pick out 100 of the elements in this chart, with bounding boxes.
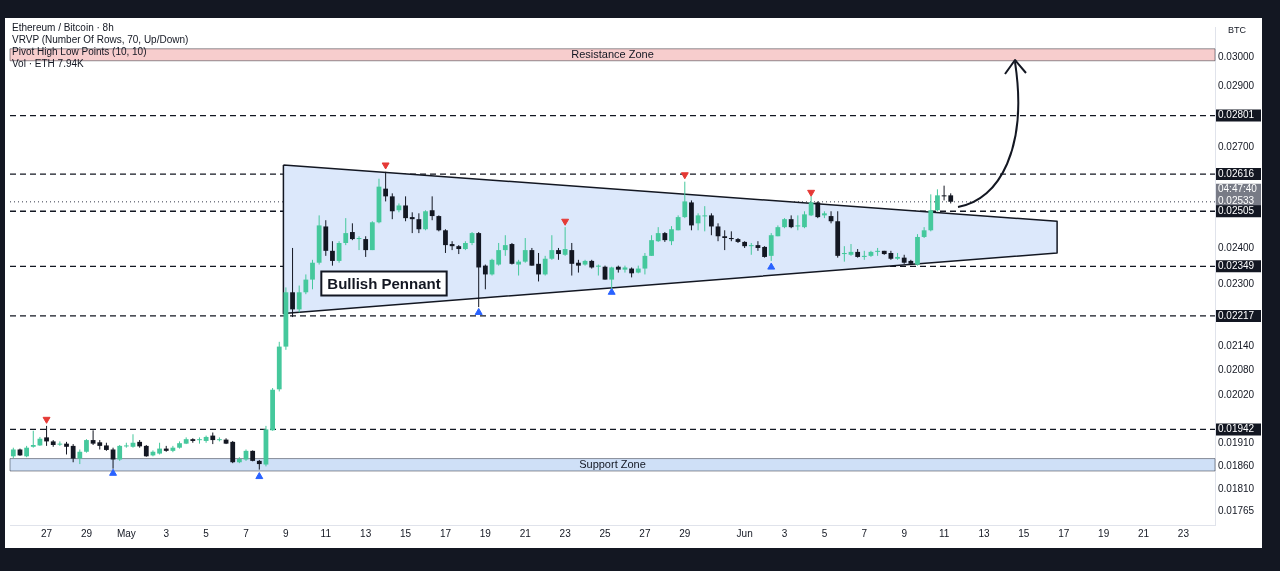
candlestick bbox=[423, 209, 428, 231]
candlestick bbox=[363, 235, 369, 258]
x-tick-label: 9 bbox=[901, 527, 908, 539]
x-tick-label: 17 bbox=[439, 527, 452, 539]
x-tick-label: 21 bbox=[519, 527, 532, 539]
candlestick bbox=[310, 259, 315, 290]
candlestick bbox=[795, 214, 801, 231]
candlestick bbox=[296, 285, 302, 313]
x-tick-label: 7 bbox=[861, 527, 868, 539]
candlestick bbox=[569, 242, 575, 277]
y-axis-title: BTC bbox=[1228, 25, 1247, 36]
candlestick bbox=[443, 228, 448, 254]
x-tick-label: 19 bbox=[1098, 527, 1110, 539]
candlestick bbox=[562, 226, 568, 257]
candlestick bbox=[449, 240, 455, 251]
x-tick-label: 27 bbox=[639, 527, 651, 539]
candlestick bbox=[728, 230, 734, 242]
candlestick bbox=[330, 240, 335, 267]
candlestick bbox=[522, 237, 528, 264]
x-tick-label: 9 bbox=[283, 527, 290, 539]
x-tick-label: 11 bbox=[320, 527, 332, 539]
candlestick bbox=[928, 193, 934, 232]
x-tick-label: 29 bbox=[80, 527, 93, 539]
candlestick bbox=[682, 181, 688, 219]
x-tick-label: 13 bbox=[360, 527, 372, 539]
ref-line-label: 0.02349 bbox=[1218, 260, 1255, 272]
x-tick-label: 25 bbox=[599, 527, 612, 539]
candlestick bbox=[303, 273, 309, 295]
candlestick bbox=[416, 212, 422, 234]
y-tick-label: 0.02020 bbox=[1218, 389, 1255, 401]
y-tick-label: 0.01910 bbox=[1218, 437, 1255, 449]
x-tick-label: 27 bbox=[41, 527, 53, 539]
candlestick bbox=[230, 440, 236, 464]
candlestick bbox=[409, 211, 415, 234]
y-tick-label: 0.03000 bbox=[1218, 50, 1255, 62]
x-tick-label: May bbox=[116, 527, 136, 539]
ref-line-label: 0.02505 bbox=[1218, 205, 1255, 217]
x-tick-label: 23 bbox=[1177, 527, 1190, 539]
x-tick-label: 13 bbox=[978, 527, 990, 539]
candlestick bbox=[482, 264, 488, 290]
candlestick bbox=[702, 205, 708, 232]
annotation: Vol · ETH 7.94K bbox=[12, 57, 85, 69]
candlestick bbox=[841, 245, 847, 263]
candlestick bbox=[70, 443, 76, 463]
x-tick-label: 3 bbox=[163, 527, 170, 539]
candlestick bbox=[403, 195, 408, 222]
y-tick-label: 0.02140 bbox=[1218, 339, 1255, 351]
chart-title: Ethereum / Bitcoin · 8h bbox=[12, 21, 114, 33]
x-tick-label: 23 bbox=[559, 527, 572, 539]
candlestick bbox=[57, 440, 63, 447]
candlestick bbox=[622, 265, 628, 274]
candlestick bbox=[722, 229, 728, 251]
band-label: Resistance Zone bbox=[571, 47, 654, 60]
x-tick-label: 3 bbox=[781, 527, 788, 539]
x-tick-label: 7 bbox=[243, 527, 250, 539]
candlestick bbox=[502, 234, 508, 257]
ref-line-label: 0.02616 bbox=[1218, 167, 1255, 179]
y-tick-label: 0.01860 bbox=[1218, 460, 1255, 472]
x-tick-label: 11 bbox=[938, 527, 950, 539]
x-tick-label: 15 bbox=[400, 527, 412, 539]
candlestick bbox=[748, 242, 754, 256]
x-tick-label: 17 bbox=[1058, 527, 1070, 539]
candlestick bbox=[595, 264, 601, 277]
annotation: VRVP (Number Of Rows, 70, Up/Down) bbox=[12, 33, 189, 45]
candlestick bbox=[389, 192, 395, 220]
y-tick-label: 0.02900 bbox=[1218, 79, 1255, 91]
x-tick-label: 5 bbox=[821, 527, 828, 539]
candlestick bbox=[496, 242, 502, 267]
y-tick-label: 0.01810 bbox=[1218, 483, 1255, 495]
candlestick bbox=[383, 171, 389, 202]
candlestick bbox=[549, 234, 555, 261]
series-label: Bullish Pennant bbox=[327, 274, 441, 292]
candlestick bbox=[935, 188, 940, 212]
candlestick bbox=[689, 199, 694, 231]
x-tick-label: 5 bbox=[203, 527, 210, 539]
x-tick-label: Jun bbox=[736, 527, 753, 539]
x-tick-label: 29 bbox=[679, 527, 691, 539]
candlestick bbox=[649, 234, 654, 257]
x-tick-label: 19 bbox=[479, 527, 492, 539]
candlestick bbox=[669, 225, 674, 246]
candlestick bbox=[536, 252, 541, 282]
candlestick bbox=[197, 436, 202, 445]
y-tick-label: 0.02400 bbox=[1218, 241, 1255, 253]
y-tick-label: 0.01765 bbox=[1218, 505, 1255, 517]
ref-line-label: 0.02217 bbox=[1218, 309, 1255, 321]
candlestick bbox=[429, 195, 435, 221]
y-tick-label: 0.02700 bbox=[1218, 140, 1255, 152]
x-tick-label: 15 bbox=[1018, 527, 1030, 539]
band-label: Support Zone bbox=[579, 457, 646, 470]
candlestick bbox=[709, 212, 714, 236]
y-tick-label: 0.02300 bbox=[1218, 278, 1255, 290]
annotation: Pivot High Low Points (10, 10) bbox=[12, 45, 147, 57]
y-tick-label: 0.02080 bbox=[1218, 364, 1255, 376]
x-tick-label: 21 bbox=[1137, 527, 1150, 539]
candlestick bbox=[170, 445, 176, 453]
ref-line-label: 0.02533 04:47:40 bbox=[1218, 183, 1258, 207]
candlestick bbox=[343, 217, 349, 246]
ref-line-label: 0.01942 bbox=[1218, 423, 1255, 435]
candlestick bbox=[542, 255, 548, 277]
ref-line-label: 0.02801 bbox=[1218, 109, 1255, 121]
